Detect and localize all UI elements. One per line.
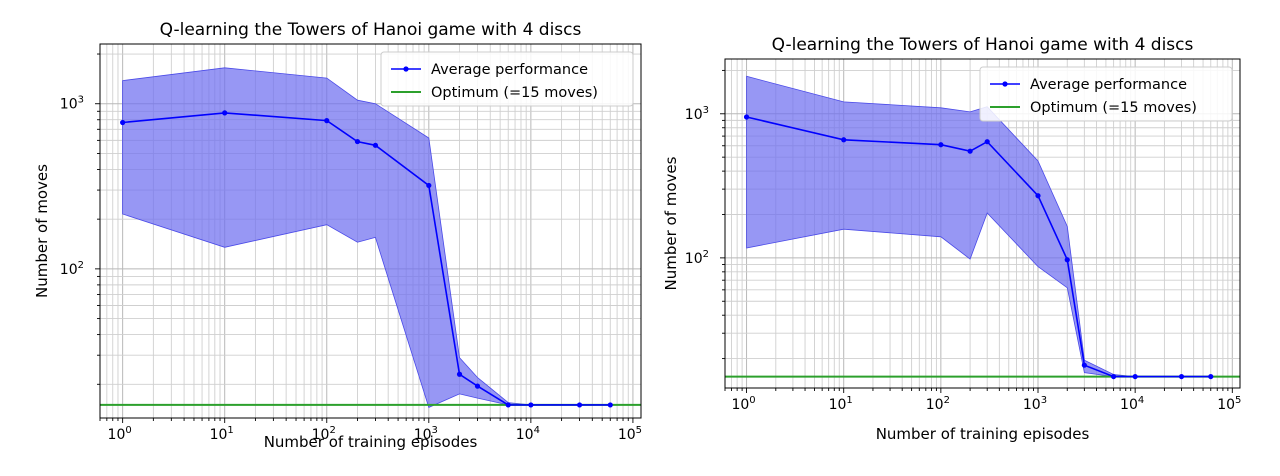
x-tick-label-base: 10 (414, 427, 432, 443)
x-tick-label-exponent: 4 (1138, 395, 1144, 406)
average-performance-point (607, 402, 613, 408)
legend: Average performance Optimum (=15 moves) (380, 51, 634, 107)
legend-box (380, 51, 634, 107)
x-tick-label-exponent: 2 (944, 395, 950, 406)
x-axis-label: Number of training episodes (876, 425, 1090, 443)
legend-label-optimum: Optimum (=15 moves) (1030, 100, 1197, 116)
x-tick-label: 101 (829, 395, 853, 413)
y-tick-label-base: 10 (685, 251, 703, 267)
legend-marker-average (1002, 81, 1008, 87)
y-axis-label: Number of moves (33, 164, 51, 298)
plot-content (100, 67, 641, 408)
average-performance-line (122, 112, 611, 406)
average-performance-point (456, 371, 463, 377)
average-performance-point (984, 139, 990, 145)
x-tick-label-base: 10 (1217, 397, 1235, 413)
x-tick-label-base: 10 (829, 397, 847, 413)
average-performance-point (1081, 362, 1087, 368)
legend-label-optimum: Optimum (=15 moves) (431, 85, 598, 101)
x-tick-label-base: 10 (926, 397, 944, 413)
x-tick-label-exponent: 0 (125, 425, 131, 436)
y-tick-label: 103 (685, 105, 709, 123)
x-tick-label: 102 (312, 425, 336, 443)
x-tick-label-base: 10 (1023, 397, 1041, 413)
average-performance-point (841, 137, 847, 143)
average-performance-point (1064, 257, 1070, 263)
legend-box (979, 66, 1233, 122)
x-tick-label: 101 (210, 425, 234, 443)
x-tick-label-exponent: 0 (749, 395, 755, 406)
x-tick-label: 100 (731, 395, 755, 413)
legend-marker-average (403, 66, 409, 72)
chart-title: Q-learning the Towers of Hanoi game with… (772, 35, 1194, 55)
x-tick-label-exponent: 4 (534, 425, 540, 436)
x-tick-label: 104 (516, 425, 540, 443)
x-tick-label-exponent: 1 (846, 395, 852, 406)
chart-title: Q-learning the Towers of Hanoi game with… (160, 20, 582, 40)
legend: Average performance Optimum (=15 moves) (979, 66, 1233, 122)
y-tick-label: 102 (60, 260, 84, 278)
average-performance-point (372, 142, 379, 148)
x-tick-label-base: 10 (731, 397, 749, 413)
x-axis-label: Number of training episodes (264, 433, 478, 451)
x-tick-label-base: 10 (210, 427, 228, 443)
average-performance-point (505, 402, 511, 408)
axes-frame (724, 58, 1241, 389)
x-tick-label: 103 (414, 425, 438, 443)
x-tick-label-base: 10 (312, 427, 330, 443)
axes-frame (99, 43, 642, 419)
legend-label-average: Average performance (431, 62, 588, 78)
average-performance-point (1111, 373, 1117, 380)
x-tick-label: 105 (1217, 395, 1241, 413)
average-performance-point (1132, 373, 1138, 380)
average-performance-point (120, 119, 126, 126)
x-tick-label: 104 (1120, 395, 1144, 413)
legend-label-average: Average performance (1030, 77, 1187, 93)
average-performance-point (474, 383, 481, 389)
average-performance-point (743, 114, 750, 120)
x-tick-label-base: 10 (1120, 397, 1138, 413)
x-tick-label-base: 10 (618, 427, 636, 443)
x-tick-label-base: 10 (516, 427, 534, 443)
average-performance-point (576, 402, 583, 408)
x-tick-label: 103 (1023, 395, 1047, 413)
average-performance-point (1178, 373, 1185, 380)
y-tick-label-exponent: 3 (78, 95, 84, 106)
x-tick-label-exponent: 3 (432, 425, 438, 436)
average-performance-point (1035, 193, 1041, 199)
average-performance-point (528, 402, 534, 408)
y-tick-label-exponent: 3 (703, 105, 709, 116)
average-performance-point (222, 110, 228, 116)
average-performance-point (354, 138, 361, 145)
x-tick-label-base: 10 (108, 427, 126, 443)
x-tick-label: 100 (108, 425, 132, 443)
average-performance-point (938, 142, 944, 148)
y-tick-label-base: 10 (685, 107, 703, 123)
average-performance-point (1208, 373, 1214, 380)
average-performance-line (746, 116, 1211, 378)
x-tick-label-exponent: 1 (227, 425, 233, 436)
average-performance-point (967, 148, 973, 154)
average-performance-point (426, 182, 432, 189)
x-tick-label-exponent: 3 (1041, 395, 1047, 406)
x-tick-label-exponent: 2 (329, 425, 335, 436)
average-performance-point (324, 118, 330, 124)
x-tick-label-exponent: 5 (636, 425, 642, 436)
y-tick-label: 103 (60, 95, 84, 113)
x-tick-label: 105 (618, 425, 642, 443)
y-tick-label-base: 10 (60, 97, 78, 113)
y-tick-label-exponent: 2 (78, 260, 84, 271)
y-tick-label-base: 10 (60, 262, 78, 278)
y-tick-label: 102 (685, 249, 709, 267)
y-axis-label: Number of moves (662, 156, 680, 290)
y-tick-label-exponent: 2 (703, 249, 709, 260)
x-tick-label-exponent: 5 (1235, 395, 1241, 406)
x-tick-label: 102 (926, 395, 950, 413)
